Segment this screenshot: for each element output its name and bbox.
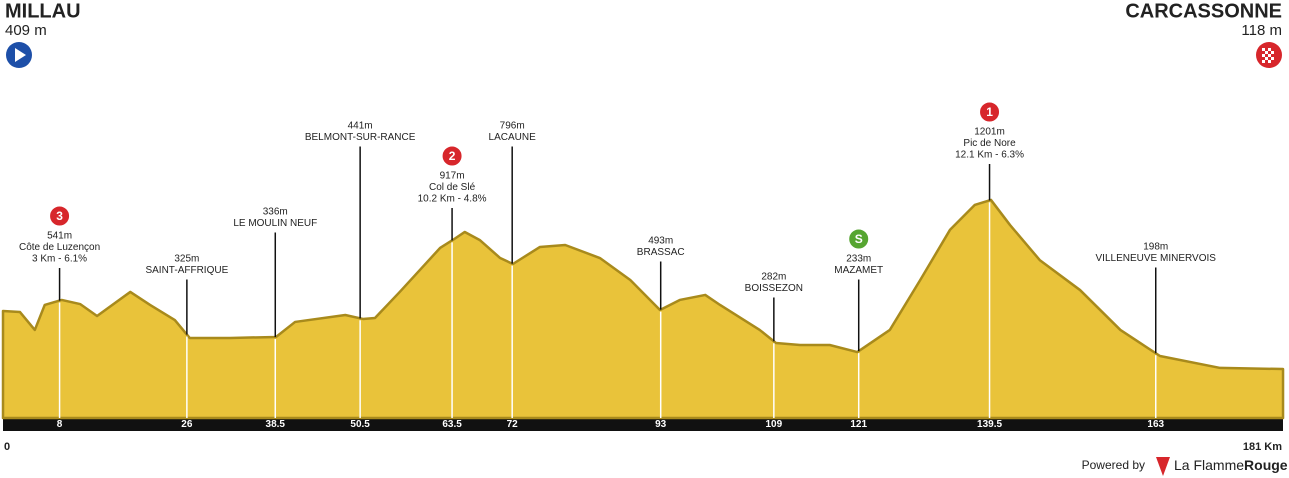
climb-badge-label: S bbox=[855, 232, 863, 246]
climb-badge bbox=[441, 145, 463, 167]
waypoint-elevation: 325m bbox=[174, 254, 199, 265]
x-tick-label: 63.5 bbox=[442, 419, 462, 430]
profile-area bbox=[1, 198, 1285, 420]
waypoint-label: LE MOULIN NEUF bbox=[233, 218, 317, 229]
end-tick-label: 0 bbox=[4, 441, 10, 453]
waypoint-elevation: 493m bbox=[648, 236, 673, 247]
waypoint-elevation: 198m bbox=[1143, 242, 1168, 253]
waypoint-elevation: 233m bbox=[846, 254, 871, 265]
start-elevation: 409 m bbox=[5, 22, 47, 39]
brand-bold: Rouge bbox=[1244, 457, 1288, 473]
waypoint-label: MAZAMET bbox=[834, 265, 883, 276]
waypoint-label: Côte de Luzençon bbox=[19, 242, 100, 253]
x-tick-label: 139.5 bbox=[977, 419, 1002, 430]
climb-badge bbox=[49, 205, 71, 227]
waypoint-elevation: 441m bbox=[348, 121, 373, 132]
waypoint-elevation: 796m bbox=[500, 121, 525, 132]
climb-badge-label: 1 bbox=[986, 105, 993, 119]
finish-icon bbox=[1256, 42, 1282, 68]
waypoint-label: BOISSEZON bbox=[745, 283, 803, 294]
x-tick-label: 163 bbox=[1147, 419, 1164, 430]
waypoint-label: Col de Slé bbox=[429, 182, 476, 193]
end-tick-label: 181 Km bbox=[1243, 441, 1282, 453]
x-tick-label: 26 bbox=[181, 419, 193, 430]
finish-elevation: 118 m bbox=[1241, 22, 1282, 39]
footer-brand: La FlammeRouge bbox=[1174, 457, 1288, 473]
waypoint-elevation: 336m bbox=[263, 207, 288, 218]
waypoint-label: 3 Km - 6.1% bbox=[32, 254, 87, 265]
waypoint-elevation: 1201m bbox=[974, 127, 1005, 138]
waypoint-label: BRASSAC bbox=[637, 247, 685, 258]
x-tick-label: 50.5 bbox=[350, 419, 370, 430]
finish-name: CARCASSONNE bbox=[1125, 0, 1282, 22]
x-tick-label: 121 bbox=[850, 419, 867, 430]
waypoint-label: SAINT-AFFRIQUE bbox=[145, 265, 228, 276]
x-tick-label: 38.5 bbox=[266, 419, 286, 430]
brand: La Flamme bbox=[1174, 457, 1244, 473]
waypoint-label: VILLENEUVE MINERVOIS bbox=[1096, 253, 1217, 264]
logo bbox=[1156, 457, 1170, 476]
waypoint-label: Pic de Nore bbox=[963, 138, 1016, 149]
waypoint-label: 12.1 Km - 6.3% bbox=[955, 150, 1024, 161]
waypoint-label: 10.2 Km - 4.8% bbox=[418, 194, 487, 205]
climb-badge-label: 2 bbox=[449, 149, 456, 163]
waypoint-elevation: 282m bbox=[761, 272, 786, 283]
x-tick-label: 8 bbox=[57, 419, 63, 430]
x-tick-label: 72 bbox=[507, 419, 519, 430]
start-icon bbox=[6, 42, 32, 68]
climb-badge bbox=[979, 101, 1001, 123]
waypoint-label: LACAUNE bbox=[489, 132, 537, 143]
start-name: MILLAU bbox=[5, 0, 81, 22]
footer-prefix: Powered by bbox=[1082, 458, 1145, 472]
waypoint-elevation: 541m bbox=[47, 231, 72, 242]
distance-bar bbox=[3, 418, 1283, 431]
climb-badge-label: 3 bbox=[56, 209, 63, 223]
x-tick-label: 109 bbox=[766, 419, 783, 430]
climb-badge bbox=[848, 228, 870, 250]
waypoint-label: BELMONT-SUR-RANCE bbox=[305, 132, 416, 143]
x-tick-label: 93 bbox=[655, 419, 667, 430]
waypoint-elevation: 917m bbox=[440, 171, 465, 182]
